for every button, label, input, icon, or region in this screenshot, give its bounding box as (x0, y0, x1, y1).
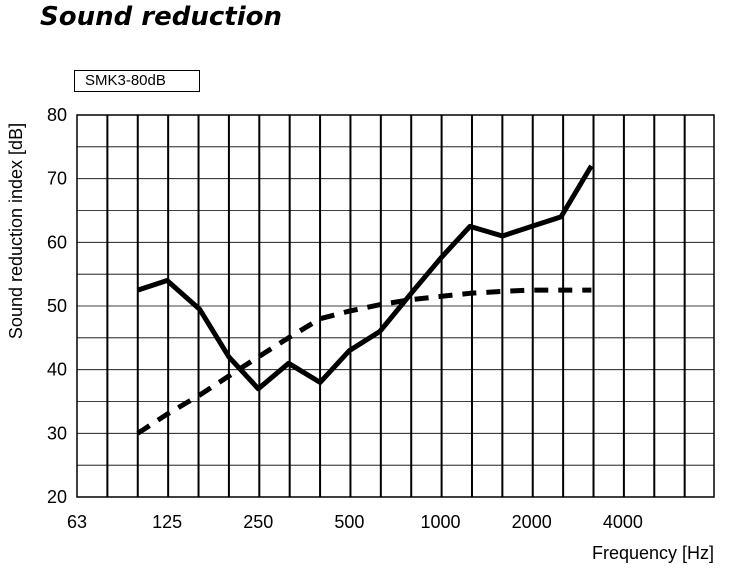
series-line-dashed (136, 287, 592, 436)
y-tick-label: 20 (47, 487, 67, 507)
y-tick-label: 70 (47, 169, 67, 189)
y-tick-label: 80 (47, 105, 67, 125)
plot-frame (76, 114, 715, 498)
y-axis-label: Sound reduction index [dB] (6, 123, 26, 339)
x-tick-label: 250 (243, 512, 273, 532)
x-tick-label: 4000 (603, 512, 643, 532)
x-tick-label: 1000 (421, 512, 461, 532)
x-tick-label: 63 (67, 512, 87, 532)
legend-entry: SMK3-80dB (74, 70, 200, 92)
x-tick-label: 500 (334, 512, 364, 532)
y-tick-label: 60 (47, 232, 67, 252)
x-tick-label: 125 (152, 512, 182, 532)
y-tick-label: 30 (47, 423, 67, 443)
series-line-solid (137, 164, 594, 392)
chart-title: Sound reduction (40, 2, 282, 32)
x-axis-label: Frequency [Hz] (592, 543, 714, 563)
y-tick-label: 50 (47, 296, 67, 316)
x-tick-label: 2000 (512, 512, 552, 532)
y-tick-label: 40 (47, 360, 67, 380)
